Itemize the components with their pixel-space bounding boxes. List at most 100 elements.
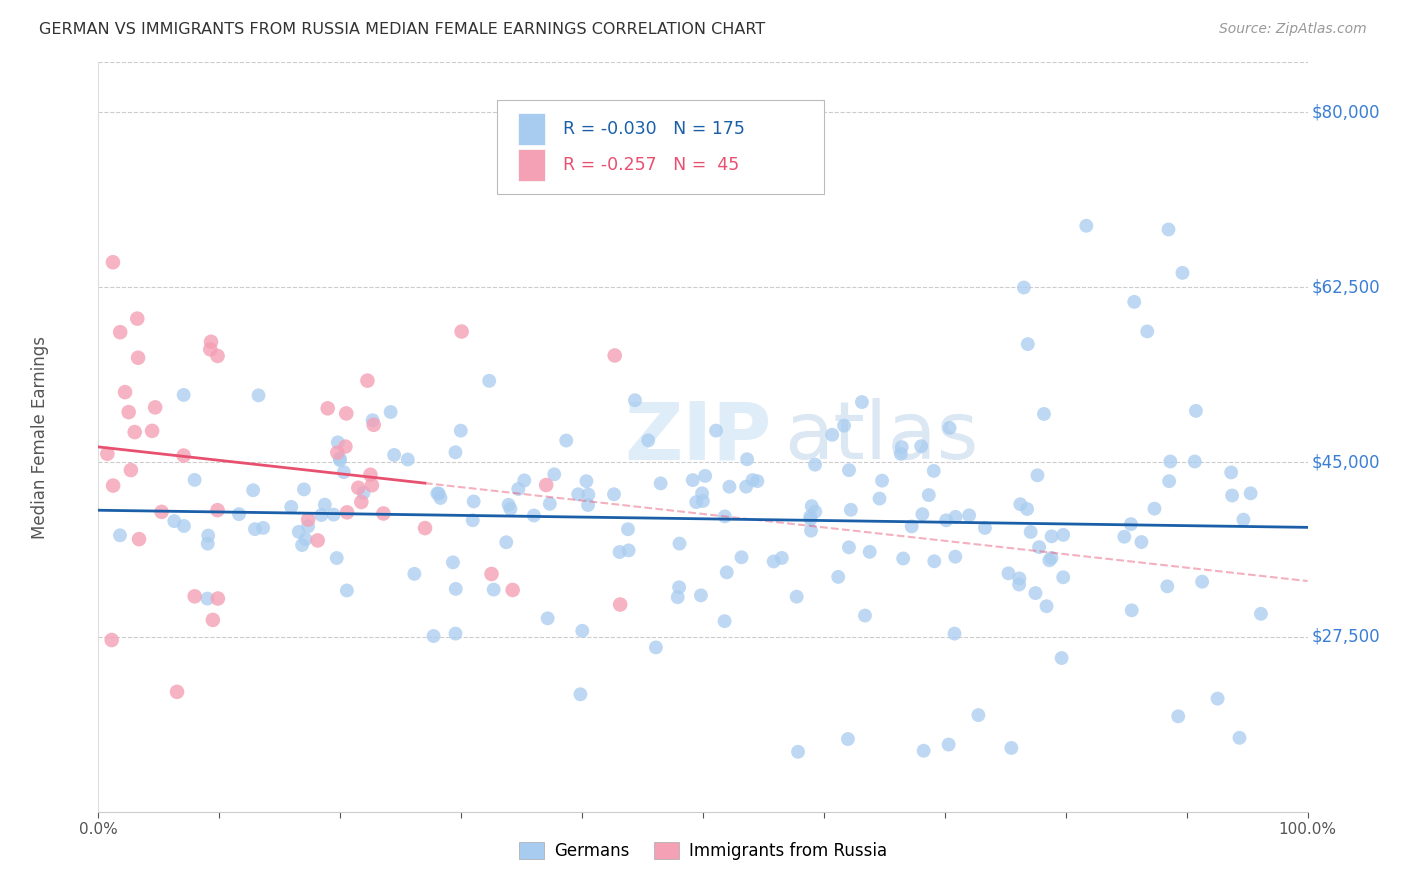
Point: [108, 325, 131, 339]
Point: [1052, 528, 1074, 542]
Point: [716, 566, 738, 580]
Point: [1076, 219, 1098, 233]
Text: ZIP: ZIP: [624, 398, 772, 476]
Point: [1250, 607, 1272, 621]
Point: [422, 629, 444, 643]
Bar: [517, 149, 544, 181]
Text: $27,500: $27,500: [1312, 628, 1379, 646]
Point: [1157, 222, 1180, 236]
Point: [359, 467, 381, 482]
Point: [839, 503, 862, 517]
Point: [800, 524, 823, 538]
Point: [444, 445, 467, 459]
Point: [513, 474, 536, 488]
Point: [1008, 577, 1031, 591]
Point: [380, 405, 402, 419]
Point: [101, 255, 124, 269]
Point: [413, 521, 436, 535]
Text: R = -0.030   N = 175: R = -0.030 N = 175: [562, 120, 745, 138]
Point: [692, 494, 714, 508]
Point: [1123, 294, 1146, 309]
Point: [207, 591, 229, 606]
Point: [1000, 741, 1022, 756]
Point: [576, 487, 599, 501]
Point: [922, 554, 945, 568]
Point: [538, 497, 561, 511]
Bar: [517, 113, 544, 145]
Point: [108, 528, 131, 542]
Point: [128, 532, 150, 546]
Point: [690, 486, 713, 500]
Point: [1159, 474, 1181, 488]
Point: [197, 528, 219, 542]
Point: [1220, 489, 1243, 503]
Point: [666, 590, 689, 604]
Point: [292, 483, 315, 497]
Point: [427, 486, 450, 500]
Point: [534, 478, 557, 492]
Point: [316, 401, 339, 416]
Point: [197, 536, 219, 550]
Point: [804, 458, 827, 472]
Point: [361, 413, 384, 427]
Point: [609, 545, 631, 559]
Point: [173, 449, 195, 463]
Point: [163, 514, 186, 528]
Point: [166, 685, 188, 699]
Point: [1015, 502, 1038, 516]
Point: [247, 388, 270, 402]
Point: [1184, 454, 1206, 468]
Point: [498, 498, 520, 512]
Point: [252, 521, 274, 535]
Point: [603, 349, 626, 363]
Point: [838, 541, 860, 555]
Point: [853, 608, 876, 623]
Point: [890, 447, 912, 461]
Point: [120, 463, 142, 477]
Point: [1121, 603, 1143, 617]
Point: [1171, 266, 1194, 280]
Point: [1035, 599, 1057, 614]
Point: [1191, 574, 1213, 589]
Point: [329, 451, 352, 466]
Point: [555, 434, 578, 448]
Point: [938, 421, 960, 435]
Point: [1026, 468, 1049, 483]
Point: [242, 483, 264, 498]
Point: [1229, 731, 1251, 745]
Text: R = -0.257   N =  45: R = -0.257 N = 45: [562, 156, 740, 174]
Point: [207, 349, 229, 363]
Point: [967, 708, 990, 723]
Point: [502, 582, 524, 597]
Point: [1024, 586, 1046, 600]
Point: [832, 418, 855, 433]
Point: [1019, 524, 1042, 539]
Point: [200, 343, 222, 357]
Point: [1232, 513, 1254, 527]
Point: [997, 566, 1019, 581]
Point: [396, 452, 419, 467]
Point: [444, 626, 467, 640]
Point: [450, 424, 472, 438]
Text: Source: ZipAtlas.com: Source: ZipAtlas.com: [1219, 22, 1367, 37]
Point: [637, 434, 659, 448]
Point: [441, 555, 464, 569]
Point: [96, 447, 118, 461]
FancyBboxPatch shape: [498, 100, 824, 194]
Point: [311, 508, 333, 522]
Point: [609, 598, 631, 612]
Point: [910, 439, 932, 453]
Point: [100, 633, 122, 648]
Point: [851, 395, 873, 409]
Point: [735, 480, 758, 494]
Point: [1119, 517, 1142, 532]
Point: [537, 611, 560, 625]
Point: [297, 519, 319, 533]
Point: [294, 533, 316, 547]
Point: [280, 500, 302, 514]
Point: [668, 580, 690, 594]
Point: [870, 474, 893, 488]
Point: [1167, 709, 1189, 723]
Point: [957, 508, 980, 523]
Point: [617, 522, 640, 536]
